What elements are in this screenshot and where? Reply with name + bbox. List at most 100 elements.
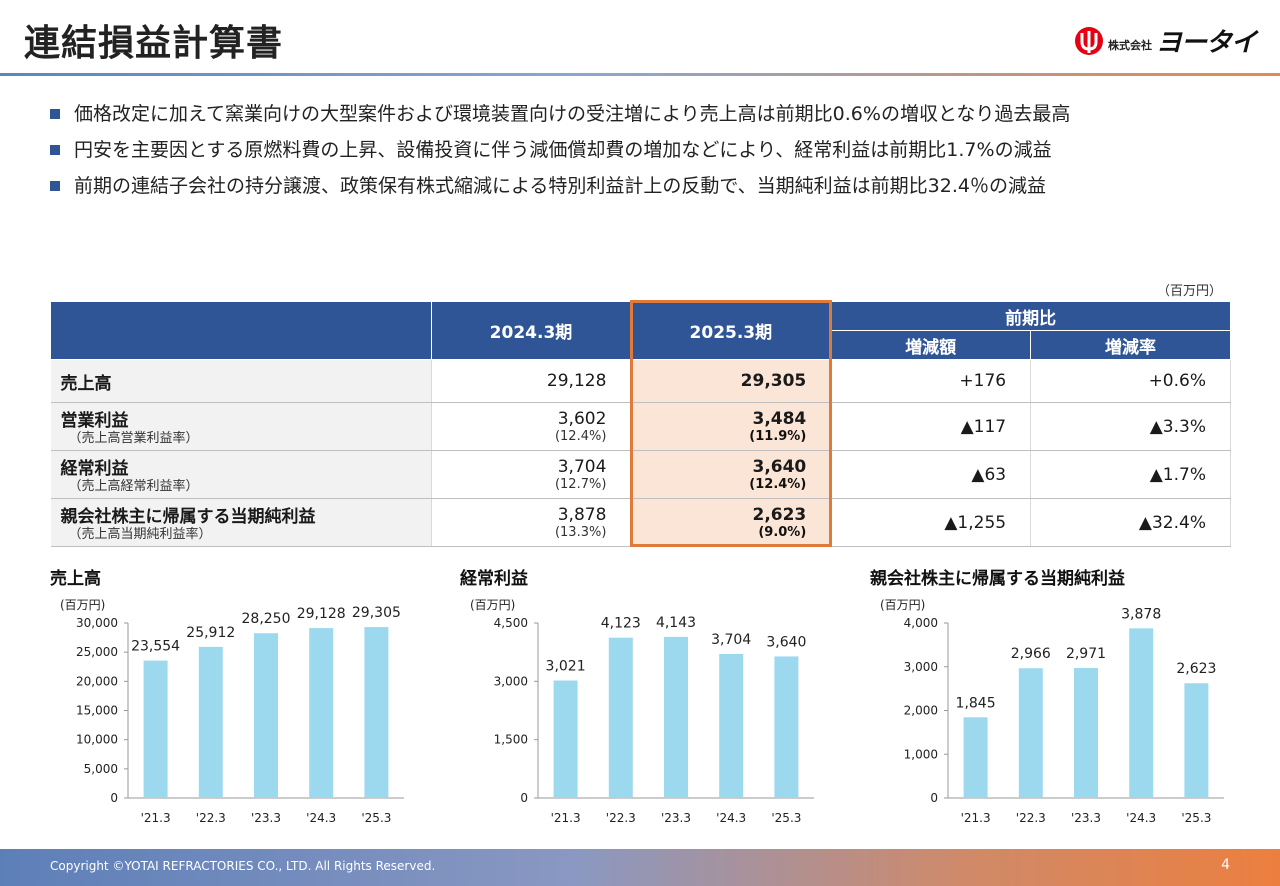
bar (309, 628, 334, 798)
page-number: 4 (1221, 857, 1230, 873)
square-bullet-icon (50, 181, 60, 191)
cell-rate: ▲3.3% (1030, 402, 1231, 451)
bar-value-label: 3,704 (711, 632, 751, 648)
page-title: 連結損益計算書 (24, 23, 284, 64)
bar-value-label: 2,966 (1011, 646, 1051, 662)
table-row: 親会社株主に帰属する当期純利益 （売上高当期純利益率） 3,878 (13.3%)… (50, 498, 1231, 547)
cell-diff: ▲1,255 (830, 498, 1032, 547)
bar-value-label: 3,878 (1121, 606, 1161, 622)
bar-value-label: 29,305 (352, 605, 401, 621)
title-divider (0, 73, 1280, 76)
cell-prev: 3,704 (12.7%) (431, 450, 632, 499)
x-tick-label: '24.3 (1126, 811, 1156, 825)
cell-curr: 29,305 (630, 359, 832, 403)
x-tick-label: '24.3 (716, 811, 746, 825)
x-tick-label: '23.3 (1071, 811, 1101, 825)
y-tick-label: 4,500 (494, 616, 528, 630)
bar (364, 627, 389, 798)
y-tick-label: 0 (110, 791, 118, 805)
bar-value-label: 2,623 (1176, 661, 1216, 677)
square-bullet-icon (50, 145, 60, 155)
bar-value-label: 25,912 (186, 625, 235, 641)
cell-diff: ▲63 (830, 450, 1032, 499)
row-label: 売上高 (50, 359, 432, 403)
bar (1018, 668, 1043, 798)
header-rate: 増減率 (1030, 330, 1231, 360)
cell-curr: 2,623 (9.0%) (630, 498, 832, 547)
y-tick-label: 3,000 (494, 674, 528, 688)
bar-value-label: 1,845 (956, 695, 996, 711)
table-row: 売上高 29,128 29,305 +176 +0.6% (50, 359, 1231, 403)
y-tick-label: 4,000 (904, 616, 938, 630)
bar (143, 660, 168, 798)
income-statement-table: 2024.3期 2025.3期 前期比 増減額 増減率 売上高 29,128 2… (50, 301, 1231, 547)
bar (608, 637, 633, 798)
bar-value-label: 4,123 (601, 616, 641, 632)
table-unit-note: （百万円） (1156, 284, 1222, 299)
bar (553, 680, 578, 798)
logo-name: ヨータイ (1155, 28, 1257, 58)
bullet-text: 前期の連結子会社の持分譲渡、政策保有株式縮減による特別利益計上の反動で、当期純利… (74, 175, 1046, 197)
bar-value-label: 29,128 (297, 606, 346, 622)
unit-label: (百万円) (60, 598, 105, 612)
x-tick-label: '22.3 (606, 811, 636, 825)
y-tick-label: 0 (930, 791, 938, 805)
bar (254, 633, 278, 798)
cell-prev: 3,602 (12.4%) (431, 402, 632, 451)
yotai-logo-icon (1074, 26, 1103, 55)
y-tick-label: 0 (520, 791, 528, 805)
sales-bar-chart: (百万円) 0 5,000 10,000 15,000 20,000 25,000 30,00… (60, 598, 404, 825)
header-diff: 増減額 (830, 330, 1032, 360)
y-tick-label: 30,000 (76, 616, 118, 630)
cell-rate: +0.6% (1030, 359, 1231, 403)
chart-title-ordinary-income: 経常利益 (460, 569, 528, 589)
x-tick-label: '22.3 (196, 811, 226, 825)
cell-rate: ▲1.7% (1030, 450, 1231, 499)
logo-prefix: 株式会社 (1107, 38, 1152, 52)
row-label: 親会社株主に帰属する当期純利益 （売上高当期純利益率） (50, 498, 432, 547)
table-row: 経常利益 （売上高経常利益率） 3,704 (12.7%) 3,640 (12.4%… (50, 450, 1231, 499)
bar-value-label: 23,554 (131, 639, 180, 655)
footer-bar: Copyright ©YOTAI REFRACTORIES CO., LTD. … (0, 849, 1280, 886)
x-tick-label: '21.3 (141, 811, 171, 825)
y-tick-label: 3,000 (904, 660, 938, 674)
cell-prev: 3,878 (13.3%) (431, 498, 632, 547)
header-prev-period: 2024.3期 (430, 301, 632, 360)
bar (719, 653, 744, 798)
cell-rate: ▲32.4% (1030, 498, 1231, 547)
bar (198, 646, 223, 798)
header-compare: 前期比 (830, 301, 1231, 331)
bar-value-label: 3,021 (546, 659, 586, 675)
summary-bullets: 価格改定に加えて窯業向けの大型案件および環境装置向けの受注増により売上高は前期比… (50, 100, 1250, 208)
bullet-text: 価格改定に加えて窯業向けの大型案件および環境装置向けの受注増により売上高は前期比… (74, 103, 1071, 125)
y-tick-label: 20,000 (76, 674, 118, 688)
cell-diff: ▲117 (830, 402, 1032, 451)
unit-label: (百万円) (880, 598, 925, 612)
header-blank (50, 301, 432, 360)
chart-title-sales: 売上高 (50, 569, 101, 589)
x-tick-label: '25.3 (1181, 811, 1211, 825)
row-label: 営業利益 （売上高営業利益率） (50, 402, 432, 451)
y-tick-label: 25,000 (76, 645, 118, 659)
bullet-item: 円安を主要因とする原燃料費の上昇、設備投資に伴う減価償却費の増加などにより、経常… (50, 136, 1250, 164)
bar (963, 717, 988, 798)
bar (1129, 628, 1154, 798)
bar-value-label: 2,971 (1066, 646, 1106, 662)
cell-diff: +176 (830, 359, 1032, 403)
company-logo: 株式会社 ヨータイ (1074, 22, 1257, 59)
bar (1184, 683, 1209, 798)
cell-curr: 3,640 (12.4%) (630, 450, 832, 499)
x-tick-label: '23.3 (661, 811, 691, 825)
x-tick-label: '24.3 (306, 811, 336, 825)
bar-value-label: 28,250 (242, 611, 291, 627)
header-curr-period: 2025.3期 (630, 301, 832, 360)
x-tick-label: '21.3 (961, 811, 991, 825)
bar (774, 656, 799, 798)
cell-prev: 29,128 (431, 359, 632, 403)
table-row: 営業利益 （売上高営業利益率） 3,602 (12.4%) 3,484 (11.9%… (50, 402, 1231, 451)
y-tick-label: 15,000 (76, 704, 118, 718)
bar-value-label: 3,640 (766, 634, 806, 650)
y-tick-label: 2,000 (904, 704, 938, 718)
y-tick-label: 1,000 (904, 747, 938, 761)
x-tick-label: '23.3 (251, 811, 281, 825)
